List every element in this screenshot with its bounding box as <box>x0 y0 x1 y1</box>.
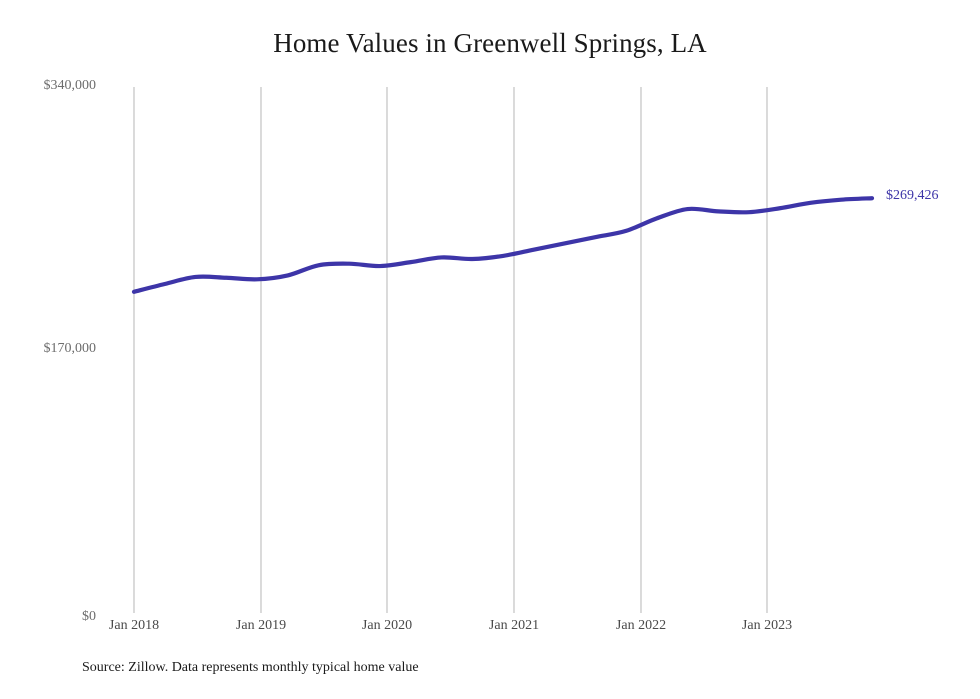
end-value-annotation: $269,426 <box>886 188 939 204</box>
x-axis-tick-label-jan-2023: Jan 2023 <box>741 618 793 633</box>
x-axis-tick-label-jan-2021: Jan 2021 <box>488 618 540 633</box>
home-value-trend-line <box>131 196 875 294</box>
vertical-gridlines <box>133 87 768 613</box>
x-axis-tick-label-jan-2018: Jan 2018 <box>108 618 160 633</box>
source-note: Source: Zillow. Data represents monthly … <box>82 660 419 675</box>
x-axis-tick-label-jan-2020: Jan 2020 <box>361 618 413 633</box>
x-axis-tick-label-jan-2022: Jan 2022 <box>615 618 667 633</box>
chart-title: Home Values in Greenwell Springs, LA <box>273 28 707 58</box>
y-axis-tick-label-zero: $0 <box>82 609 96 624</box>
x-axis-tick-label-jan-2019: Jan 2019 <box>235 618 287 633</box>
y-axis-tick-label-top: $340,000 <box>43 78 97 93</box>
y-axis-tick-label-mid: $170,000 <box>43 341 97 356</box>
